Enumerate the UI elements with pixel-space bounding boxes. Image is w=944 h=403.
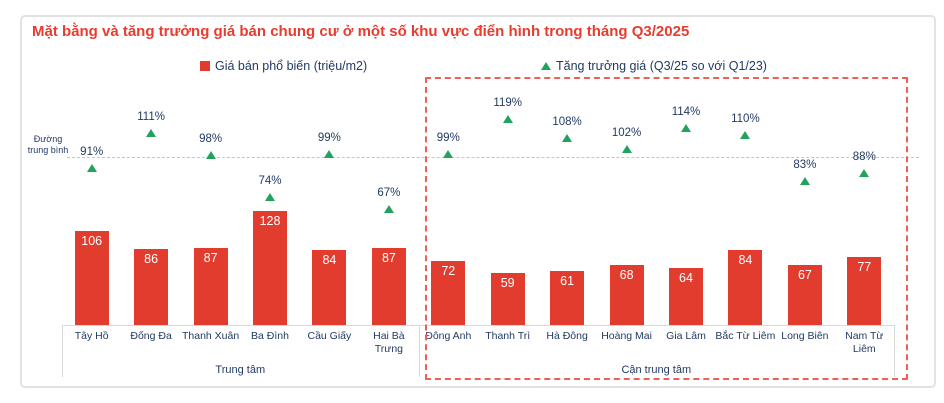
bar-value-label-0: 106 xyxy=(81,233,103,248)
growth-triangle-icon-5 xyxy=(383,204,394,213)
growth-value-label-1: 111% xyxy=(137,111,165,124)
growth-triangle-icon-1 xyxy=(146,129,157,138)
bar-6: 72 xyxy=(431,260,466,325)
category-label-12: Long Biên xyxy=(781,330,829,342)
growth-value-label-9: 102% xyxy=(611,126,642,139)
bar-value-label-11: 84 xyxy=(738,253,753,268)
growth-triangle-icon-10 xyxy=(681,123,691,132)
growth-value-label-7: 119% xyxy=(493,97,522,110)
bar-12: 67 xyxy=(787,265,822,325)
legend-item-price: Giá bán phổ biến (triệu/m2) xyxy=(200,58,367,74)
growth-value-label-4: 99% xyxy=(317,131,341,144)
bar-10: 64 xyxy=(669,268,703,325)
average-line-label: Đường trung bình xyxy=(27,134,69,155)
bar-value-label-9: 68 xyxy=(619,267,634,282)
growth-value-label-11: 110% xyxy=(731,112,760,125)
category-label-0: Tây Hồ xyxy=(74,330,109,342)
bar-value-label-13: 77 xyxy=(857,259,872,274)
growth-triangle-icon-8 xyxy=(562,134,573,143)
bar-value-label-10: 64 xyxy=(679,271,693,285)
bar-0: 106 xyxy=(74,230,109,325)
bar-11: 84 xyxy=(728,250,763,325)
category-label-13: Nam Từ Liêm xyxy=(845,330,884,355)
category-label-5: Hai Bà Trưng xyxy=(373,330,405,355)
legend-growth-label: Tăng trưởng giá (Q3/25 so với Q1/23) xyxy=(556,59,767,73)
growth-triangle-icon-3 xyxy=(265,192,275,201)
growth-value-label-12: 83% xyxy=(793,159,817,172)
bar-9: 68 xyxy=(609,264,644,325)
bar-value-label-12: 67 xyxy=(797,268,812,283)
group-label-1: Cận trung tâm xyxy=(621,364,692,376)
axis-divider-right xyxy=(894,325,895,377)
growth-value-label-13: 88% xyxy=(852,150,876,163)
bar-value-label-2: 87 xyxy=(203,250,218,265)
bar-8: 61 xyxy=(550,270,585,325)
legend-price-label: Giá bán phổ biến (triệu/m2) xyxy=(215,59,368,73)
growth-value-label-3: 74% xyxy=(258,174,282,187)
growth-triangle-icon-0 xyxy=(86,163,97,172)
category-label-3: Ba Đình xyxy=(251,330,289,342)
growth-triangle-icon-7 xyxy=(502,115,513,124)
category-label-4: Cầu Giấy xyxy=(307,330,352,342)
category-label-11: Bắc Từ Liêm xyxy=(715,330,776,342)
growth-value-label-6: 99% xyxy=(436,131,460,144)
category-label-2: Thanh Xuân xyxy=(181,330,240,342)
growth-value-label-10: 114% xyxy=(671,105,701,118)
bar-value-label-7: 59 xyxy=(500,275,515,290)
legend-item-growth: Tăng trưởng giá (Q3/25 so với Q1/23) xyxy=(541,58,767,74)
bar-value-label-8: 61 xyxy=(560,273,575,288)
bar-7: 59 xyxy=(490,272,525,325)
bar-value-label-5: 87 xyxy=(381,250,396,265)
category-label-9: Hoàng Mai xyxy=(601,330,652,342)
average-line xyxy=(67,157,919,159)
bar-4: 84 xyxy=(312,250,347,325)
axis-divider-left xyxy=(62,325,63,377)
growth-triangle-icon-13 xyxy=(859,168,870,177)
bar-2: 87 xyxy=(193,247,228,325)
growth-triangle-icon-12 xyxy=(799,177,810,186)
category-label-6: Đông Anh xyxy=(425,330,472,342)
highlight-region-can-trung-tam xyxy=(425,77,908,380)
x-axis-line xyxy=(62,325,894,326)
chart-card: Mặt bằng và tăng trưởng giá bán chung cư… xyxy=(20,15,936,388)
growth-value-label-2: 98% xyxy=(199,133,223,146)
bar-value-label-1: 86 xyxy=(144,251,159,266)
growth-triangle-icon-9 xyxy=(621,144,632,153)
group-label-0: Trung tâm xyxy=(215,364,266,376)
category-label-1: Đống Đa xyxy=(130,330,172,342)
category-label-7: Thanh Trì xyxy=(485,330,531,342)
bar-1: 86 xyxy=(134,248,169,325)
growth-value-label-8: 108% xyxy=(552,116,582,129)
growth-value-label-5: 67% xyxy=(377,186,401,199)
bar-value-label-3: 128 xyxy=(259,214,281,229)
bar-value-label-6: 72 xyxy=(441,263,456,278)
bar-3: 128 xyxy=(253,211,287,325)
growth-triangle-icon-6 xyxy=(443,149,454,158)
bar-13: 77 xyxy=(847,256,882,325)
growth-triangle-icon-11 xyxy=(740,130,751,139)
category-label-10: Gia Lâm xyxy=(666,330,706,342)
growth-value-label-0: 91% xyxy=(80,145,104,158)
axis-divider-group xyxy=(419,325,420,377)
bar-5: 87 xyxy=(371,247,406,325)
legend-triangle-icon xyxy=(541,62,551,70)
growth-triangle-icon-2 xyxy=(205,151,216,160)
chart-title: Mặt bằng và tăng trưởng giá bán chung cư… xyxy=(32,23,690,40)
bar-value-label-4: 84 xyxy=(322,253,337,268)
legend-square-icon xyxy=(200,61,210,71)
growth-triangle-icon-4 xyxy=(324,149,335,158)
category-label-8: Hà Đông xyxy=(546,330,588,342)
